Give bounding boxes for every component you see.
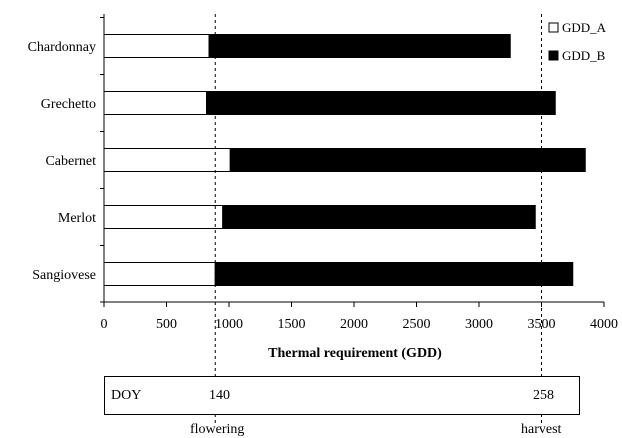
- x-tick-label: 4000: [590, 317, 618, 332]
- bar-gdd-a-chardonnay: [103, 34, 210, 58]
- x-tick-label: 2500: [403, 317, 431, 332]
- doy-flowering-value: 140: [209, 388, 230, 403]
- x-tick-label: 500: [156, 317, 177, 332]
- doy-box: DOY 140 258: [104, 376, 580, 415]
- bars-group: [103, 34, 586, 286]
- legend-label-gdd-a: GDD_A: [562, 20, 607, 35]
- category-label: Grechetto: [41, 97, 96, 112]
- legend-label-gdd-b: GDD_B: [562, 48, 606, 63]
- bar-gdd-a-cabernet: [103, 148, 231, 172]
- category-label: Chardonnay: [28, 40, 96, 55]
- x-tick-label: 1500: [278, 317, 306, 332]
- bar-gdd-a-merlot: [103, 205, 224, 229]
- bar-gdd-a-grechetto: [103, 91, 207, 115]
- x-tick-label: 1000: [215, 317, 243, 332]
- flowering-label: flowering: [190, 422, 245, 437]
- category-label: Cabernet: [45, 154, 96, 169]
- category-label: Sangiovese: [32, 268, 96, 283]
- bar-gdd-b-cabernet: [229, 148, 586, 172]
- categories-group: Chardonnay Grechetto Cabernet Merlot Sangiov…: [28, 40, 97, 283]
- bar-gdd-b-sangiovese: [214, 262, 574, 286]
- x-tick-label: 3000: [465, 317, 493, 332]
- x-tick-label: 0: [101, 317, 108, 332]
- bar-gdd-b-merlot: [222, 205, 536, 229]
- bar-gdd-a-sangiovese: [103, 262, 216, 286]
- legend-swatch-gdd-a: [548, 22, 559, 33]
- x-axis-title: Thermal requirement (GDD): [268, 346, 442, 361]
- x-tick-label: 3500: [528, 317, 556, 332]
- legend-swatch-gdd-b: [548, 50, 559, 61]
- bar-gdd-b-chardonnay: [208, 34, 511, 58]
- ticks-group: 0 500 1000 1500 2000 2500 3000 3500 4000: [101, 302, 618, 332]
- doy-label: DOY: [111, 388, 142, 403]
- category-label: Merlot: [58, 211, 96, 226]
- doy-harvest-value: 258: [533, 388, 554, 403]
- legend: GDD_A GDD_B: [548, 20, 607, 63]
- x-tick-label: 2000: [340, 317, 368, 332]
- bar-gdd-b-grechetto: [206, 91, 556, 115]
- harvest-label: harvest: [521, 422, 562, 437]
- reference-lines-group: [214, 14, 542, 424]
